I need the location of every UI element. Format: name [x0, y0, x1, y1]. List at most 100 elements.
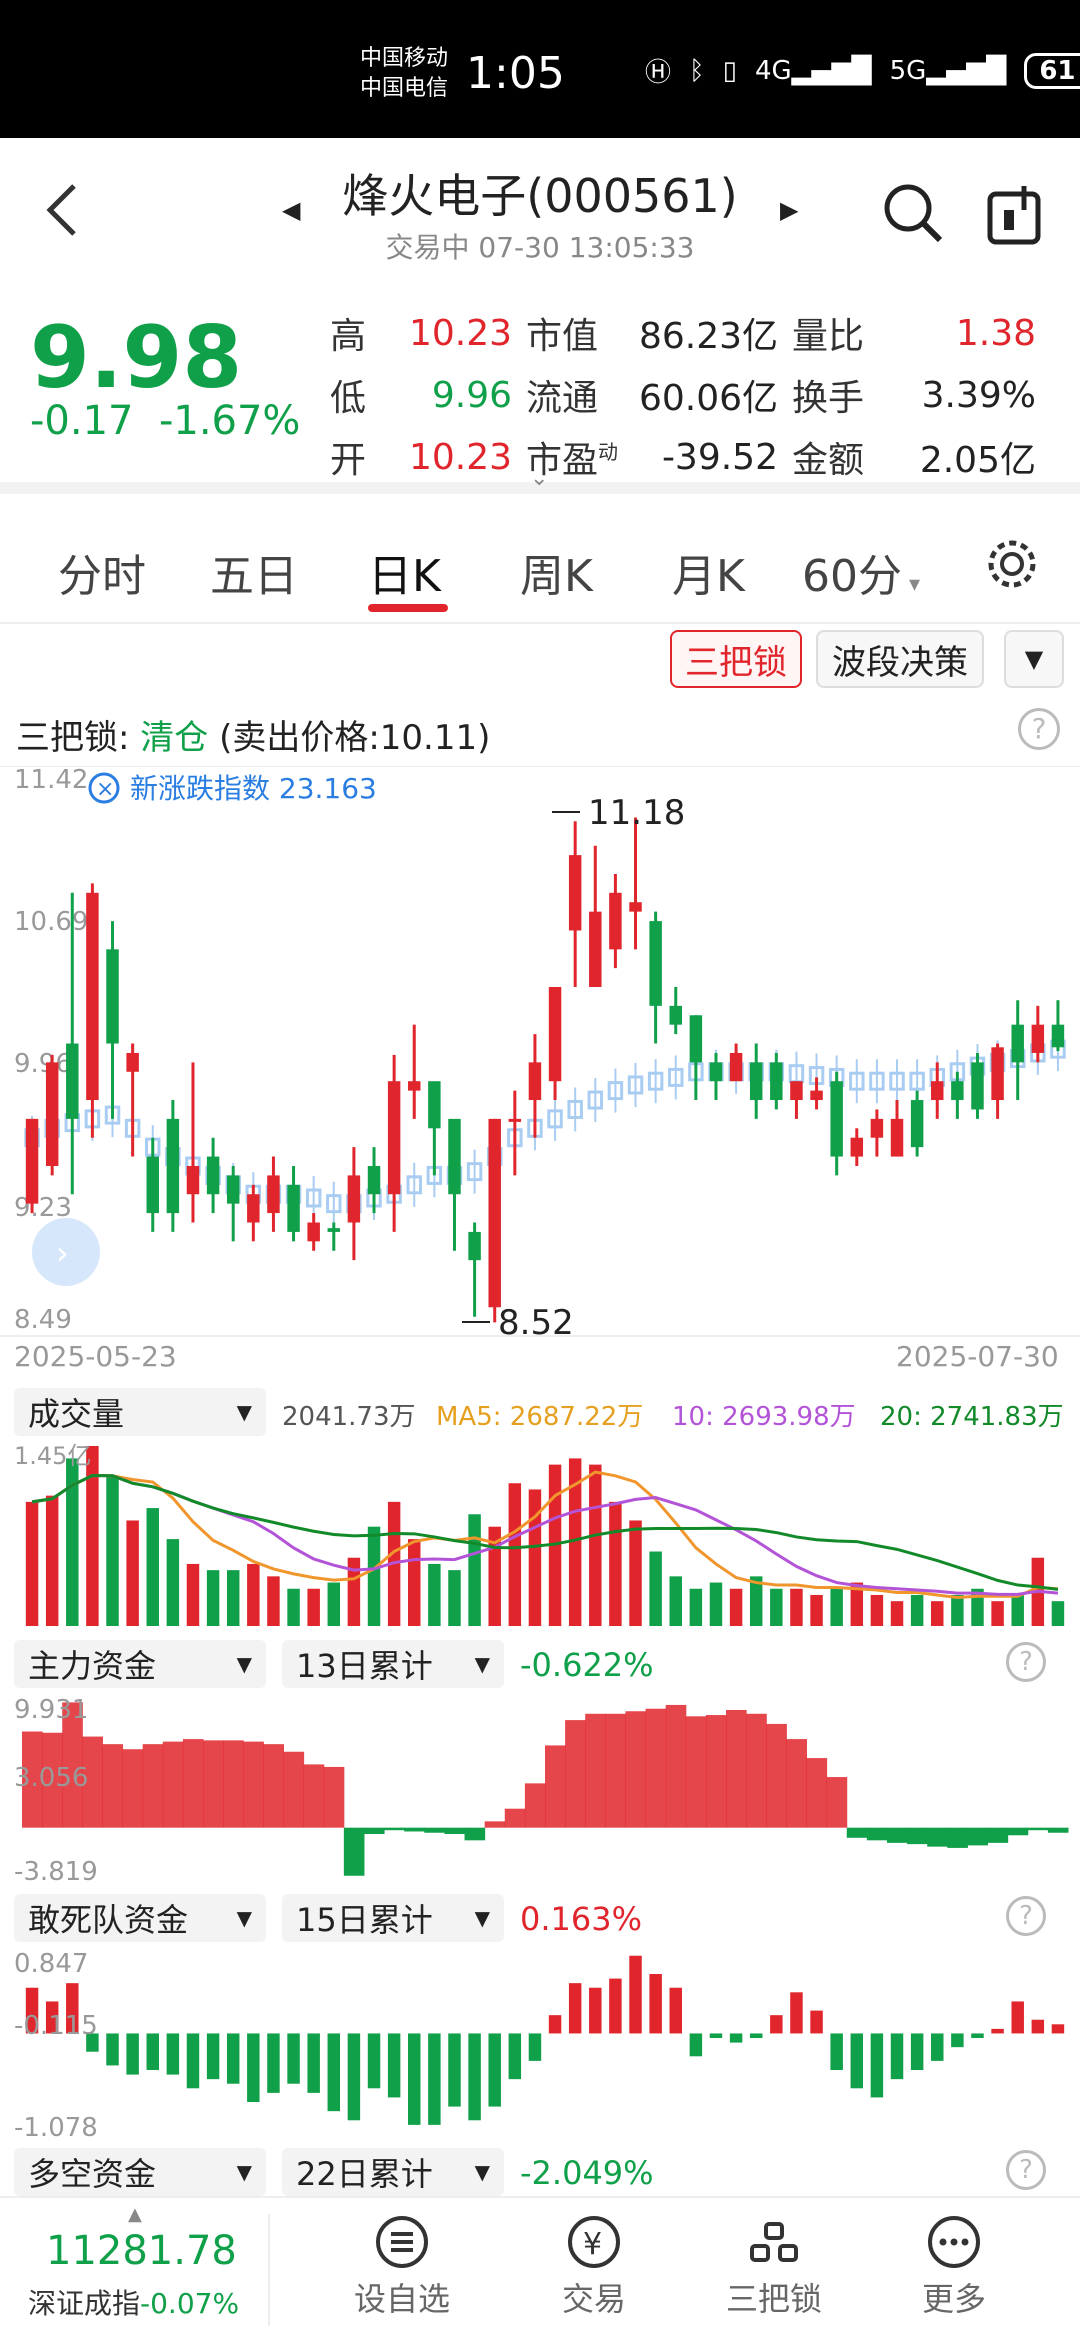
volume-bar — [367, 1526, 381, 1626]
fund1-bar — [484, 1821, 506, 1828]
fund2-bar — [910, 2033, 924, 2071]
fund1-bar — [645, 1708, 667, 1828]
fund1-bar — [786, 1739, 807, 1828]
index-badge[interactable]: × 新涨跌指数 23.163 — [88, 772, 377, 805]
fund1-period-select[interactable]: 13日累计 ▼ — [282, 1640, 504, 1688]
caret-down-icon: ▼ — [474, 1906, 490, 1930]
fund2-bar — [991, 2028, 1004, 2034]
fund1-bar — [343, 1827, 365, 1876]
chart-nav-button[interactable]: › — [32, 1218, 100, 1286]
fund1-bar — [122, 1749, 144, 1828]
back-button[interactable] — [40, 178, 84, 258]
volume-bar — [1051, 1601, 1065, 1626]
candle-body — [387, 1081, 401, 1195]
y-tick-2: 10.69 — [14, 907, 88, 937]
index-value[interactable]: 11281.78 — [46, 2228, 237, 2274]
volume-bar — [25, 1501, 39, 1626]
battery-icon: 61 — [1024, 52, 1080, 89]
search-icon — [884, 184, 943, 243]
fund2-period-select[interactable]: 15日累计 ▼ — [282, 1894, 504, 1942]
expand-icon[interactable]: ⌄ — [530, 466, 549, 491]
candle-body — [347, 1175, 361, 1223]
fund2-bar — [629, 1955, 642, 2034]
current-price: 9.98 — [30, 308, 243, 408]
search-button[interactable] — [880, 180, 946, 259]
help-icon[interactable]: ? — [1006, 1642, 1046, 1682]
volume-bar — [910, 1594, 924, 1626]
candle-body — [649, 921, 662, 1006]
main-fund-select[interactable]: 主力资金 ▼ — [14, 1640, 266, 1688]
long-short-fund-select[interactable]: 多空资金 ▼ — [14, 2148, 266, 2196]
fund1-bar — [444, 1827, 466, 1834]
nav-more[interactable]: 更多 — [884, 2214, 1024, 2320]
tab-weekly-k[interactable]: 周K — [520, 551, 593, 602]
candle-body — [25, 1118, 39, 1204]
volume-bar — [186, 1563, 200, 1626]
quote-row: 低 9.96 流通 60.06亿 换手 3.39% — [330, 374, 1036, 420]
tab-daily-k[interactable]: 日K — [368, 551, 441, 602]
fund2-bar — [589, 1987, 602, 2034]
fund1-bar — [746, 1713, 767, 1828]
help-icon[interactable]: ? — [1018, 708, 1060, 750]
tab-five-day[interactable]: 五日 — [210, 551, 298, 602]
next-stock-button[interactable]: ▶ — [780, 196, 799, 224]
volume-bar — [86, 1446, 99, 1626]
carrier-labels: 中国移动 中国电信 — [360, 44, 448, 104]
volume-bar — [870, 1594, 884, 1626]
nav-three-locks[interactable]: 三把锁 — [704, 2214, 844, 2320]
help-icon[interactable]: ? — [1006, 2150, 1046, 2190]
volume-indicator-select[interactable]: 成交量 ▼ — [14, 1388, 266, 1436]
candle-body — [790, 1081, 803, 1101]
nav-add-watchlist[interactable]: 设自选 — [332, 2214, 472, 2320]
y-tick-4: 9.23 — [14, 1193, 72, 1223]
period-tabs: 分时 五日 日K 周K 月K 60分 ▾ — [0, 506, 1080, 624]
settings-button[interactable] — [984, 536, 1040, 596]
fund3-period-select[interactable]: 22日累计 ▼ — [282, 2148, 504, 2196]
tab-60min[interactable]: 60分 ▾ — [802, 551, 921, 602]
help-icon[interactable]: ? — [1006, 1896, 1046, 1936]
tab-monthly-k[interactable]: 月K — [672, 551, 745, 602]
index-badge-text: 新涨跌指数 23.163 — [130, 772, 377, 805]
gear-icon — [988, 540, 1036, 588]
candle-body — [951, 1081, 964, 1101]
fund2-bar — [86, 2033, 99, 2052]
fund2-bar — [448, 2033, 461, 2107]
locks-icon — [750, 2222, 798, 2262]
fund1-bar — [162, 1741, 184, 1828]
high-annotation: 11.18 — [552, 793, 685, 833]
y-tick-3: 9.96 — [14, 1049, 72, 1079]
fund2-bar — [870, 2033, 884, 2098]
volume-bar — [126, 1520, 139, 1626]
volume-bar — [267, 1576, 280, 1626]
candle-body — [508, 1118, 522, 1122]
quote-panel: 9.98 -0.17 -1.67% 高 10.23 市值 86.23亿 量比 1… — [0, 288, 1080, 494]
candle-body — [86, 892, 99, 1101]
wave-decision-button[interactable]: 波段决策 — [816, 630, 984, 688]
prev-stock-button[interactable]: ◀ — [282, 196, 301, 224]
fund2-bar — [307, 2033, 320, 2093]
fund1-bar — [424, 1827, 445, 1833]
fund2-bar — [408, 2033, 421, 2125]
candle-body — [206, 1156, 220, 1195]
fund2-tick-2: -0.115 — [14, 2011, 98, 2041]
fund1-bar — [625, 1711, 647, 1828]
close-circle-icon — [88, 772, 120, 804]
fund2-bar — [951, 2033, 964, 2048]
more-dropdown-button[interactable]: ▼ — [1004, 630, 1064, 688]
fund1-bar — [524, 1783, 546, 1828]
nav-trade[interactable]: ¥ 交易 — [524, 2214, 664, 2320]
tab-intraday[interactable]: 分时 — [58, 551, 146, 602]
low-annotation: 8.52 — [462, 1303, 574, 1343]
share-button[interactable] — [984, 180, 1044, 259]
volume-ma20: 20: 2741.83万 — [880, 1402, 1064, 1432]
volume-ma10-line — [31, 1473, 1059, 1596]
trade-status: 交易中 07-30 13:05:33 — [385, 231, 695, 264]
candle-body — [1051, 1024, 1065, 1048]
fund2-bar — [830, 2033, 843, 2071]
volume-bar — [649, 1551, 662, 1626]
fund1-bar — [886, 1827, 908, 1843]
index-name[interactable]: 深证成指-0.07% — [28, 2287, 240, 2320]
dare-fund-select[interactable]: 敢死队资金 ▼ — [14, 1894, 266, 1942]
three-locks-button[interactable]: 三把锁 — [670, 630, 802, 688]
volume-bar — [890, 1601, 904, 1626]
